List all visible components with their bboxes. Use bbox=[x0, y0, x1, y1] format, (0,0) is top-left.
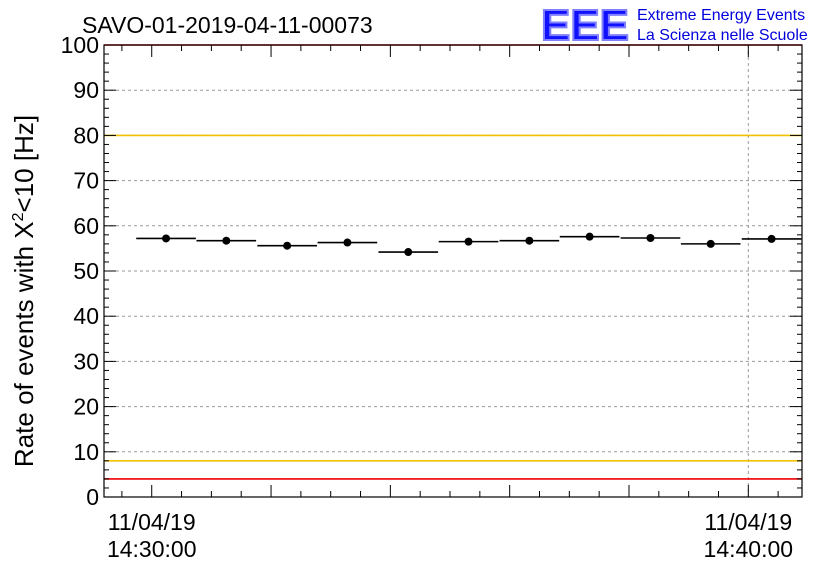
y-tick-label: 60 bbox=[73, 213, 99, 239]
point-marker bbox=[222, 236, 231, 245]
data-point bbox=[317, 238, 378, 247]
point-marker bbox=[162, 234, 171, 243]
data-point bbox=[257, 241, 317, 250]
threshold-lines bbox=[104, 44, 802, 480]
data-point bbox=[438, 237, 499, 246]
point-marker bbox=[343, 238, 352, 247]
y-tick-label: 80 bbox=[73, 122, 99, 148]
y-tick-label: 90 bbox=[73, 77, 99, 103]
y-ticks: 0 10 20 30 40 50 60 70 80 90 100 bbox=[61, 32, 802, 510]
logo-line-2: La Scienza nelle Scuole bbox=[637, 27, 808, 44]
y-tick-label: 10 bbox=[73, 439, 99, 465]
data-points bbox=[136, 232, 802, 257]
grid bbox=[104, 45, 802, 497]
point-marker bbox=[646, 234, 655, 243]
y-tick-label: 70 bbox=[73, 168, 99, 194]
y-tick-label: 50 bbox=[73, 258, 99, 284]
y-tick-label: 40 bbox=[73, 303, 99, 329]
data-point bbox=[136, 234, 196, 243]
data-point bbox=[196, 236, 257, 245]
data-point bbox=[559, 232, 620, 241]
point-marker bbox=[283, 241, 292, 250]
data-point bbox=[620, 234, 681, 243]
y-tick-label: 20 bbox=[73, 394, 99, 420]
y-axis-label-superscript: 2 bbox=[10, 212, 27, 221]
point-marker bbox=[767, 234, 776, 243]
y-axis-label-main: Rate of events with X bbox=[9, 221, 39, 467]
data-point bbox=[741, 234, 802, 243]
data-point bbox=[499, 236, 560, 245]
y-tick-label: 100 bbox=[61, 32, 99, 58]
point-marker bbox=[585, 232, 594, 241]
x-tick-label-date: 11/04/19 bbox=[704, 509, 792, 535]
chart-title: SAVO-01-2019-04-11-00073 bbox=[82, 12, 373, 38]
data-point bbox=[378, 248, 439, 257]
data-point bbox=[680, 239, 741, 248]
x-tick-label-time: 14:40:00 bbox=[704, 536, 794, 562]
point-marker bbox=[404, 248, 413, 257]
x-tick-label-date: 11/04/19 bbox=[108, 509, 196, 535]
logo-mark: EEE bbox=[541, 1, 629, 50]
logo-line-1: Extreme Energy Events bbox=[637, 7, 805, 24]
point-marker bbox=[706, 239, 715, 248]
point-marker bbox=[464, 237, 473, 246]
eee-logo: EEE Extreme Energy Events La Scienza nel… bbox=[540, 0, 808, 51]
y-axis-label-tail: <10 [Hz] bbox=[9, 115, 39, 213]
point-marker bbox=[525, 236, 534, 245]
y-axis-label: Rate of events with X2<10 [Hz] bbox=[9, 115, 39, 467]
y-tick-label: 0 bbox=[86, 484, 99, 510]
y-tick-label: 30 bbox=[73, 348, 99, 374]
x-tick-label-time: 14:30:00 bbox=[107, 536, 197, 562]
